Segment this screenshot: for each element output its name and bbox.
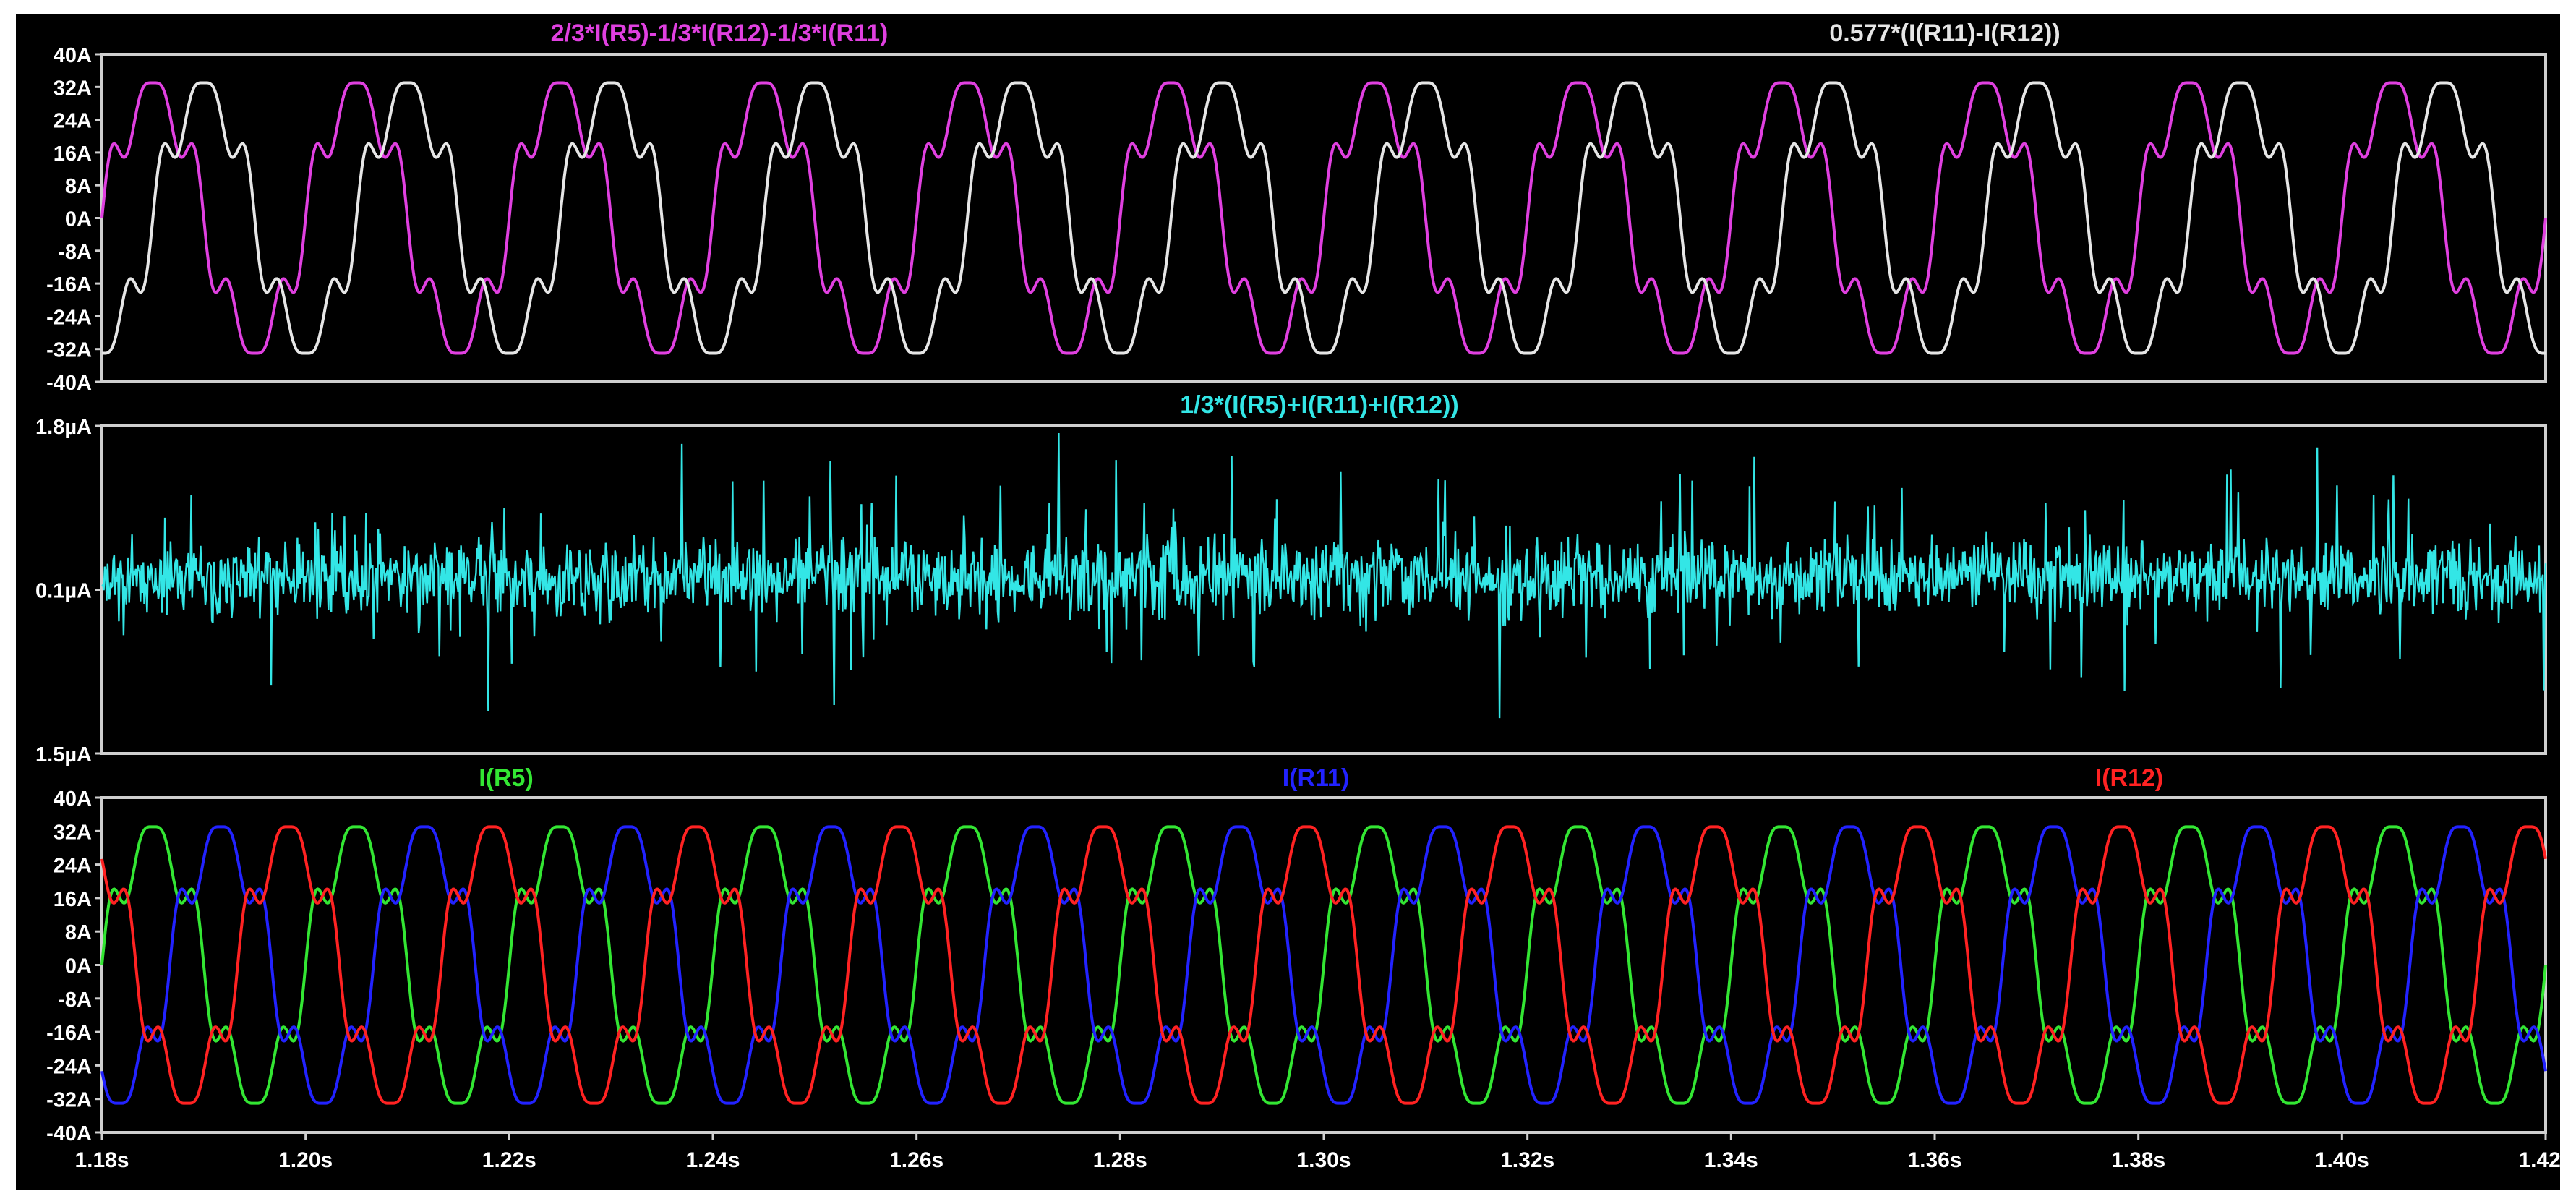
x-tick-label: 1.38s [2111,1148,2165,1172]
y-tick-label: -32A [46,1089,92,1112]
y-tick-label: 0A [65,955,92,978]
y-tick-label: -8A [58,989,92,1012]
legend-series-5: I(R11) [1283,764,1350,792]
y-tick-label: -24A [46,1055,92,1078]
panel-top-y-ticks: 40A 32A 24A 16A 8A 0A -8A -16A -24A -32A -40A [46,44,102,395]
x-tick-label: 1.30s [1296,1148,1351,1172]
y-tick-label: 40A [54,787,92,811]
x-tick-label: 1.22s [482,1148,536,1172]
legend-series-3: 1/3*(I(R5)+I(R11)+I(R12)) [1180,391,1458,419]
x-tick-label: 1.36s [1907,1148,1961,1172]
x-tick-label: 1.24s [685,1148,740,1172]
y-tick-label: 0A [65,208,92,231]
y-tick-label: 16A [54,888,92,911]
panel-bottom: I(R5) I(R11) I(R12) 40A 32A 24A 16A 8A 0A -8A -… [46,764,2572,1172]
x-tick-label: 1.34s [1704,1148,1758,1172]
x-tick-label: 1.20s [278,1148,333,1172]
y-tick-label: 8A [65,921,92,944]
y-tick-label: 32A [54,77,92,100]
y-tick-label: -40A [46,1122,92,1145]
panel-bottom-y-ticks: 40A 32A 24A 16A 8A 0A -8A -16A -24A -32A -40A [46,787,102,1145]
series-line [100,825,2547,1105]
panel-bottom-series [100,825,2547,1105]
y-tick-label: 8A [65,175,92,198]
series-line [101,432,2547,719]
x-tick-label: 1.32s [1500,1148,1554,1172]
y-tick-label: 1.8µA [35,416,92,439]
legend-series-2: 0.577*(I(R11)-I(R12)) [1829,20,2060,47]
y-tick-label: 1.5µA [35,743,92,767]
panel-middle: 1/3*(I(R5)+I(R11)+I(R12)) 1.8µA 0.1µA 1.5µ… [35,391,2547,767]
x-tick-label: 1.28s [1093,1148,1147,1172]
panel-middle-series [101,432,2547,719]
y-tick-label: 40A [54,44,92,67]
y-tick-label: 32A [54,821,92,844]
y-tick-label: -24A [46,306,92,329]
y-tick-label: 24A [54,110,92,133]
series-line [100,81,2547,355]
series-line [100,825,2547,1105]
y-tick-label: -40A [46,372,92,395]
legend-series-6: I(R12) [2095,764,2163,792]
y-tick-label: -8A [58,241,92,264]
y-tick-label: -32A [46,339,92,362]
series-line [100,825,2547,1105]
x-tick-label: 1.26s [889,1148,943,1172]
y-tick-label: 16A [54,142,92,166]
legend-series-4: I(R5) [479,764,534,792]
x-axis-ticks: 1.18s 1.20s 1.22s 1.24s 1.26s 1.28s 1.30s 1.32s… [74,1132,2573,1172]
x-tick-label: 1.40s [2315,1148,2369,1172]
y-tick-label: -16A [46,1022,92,1045]
series-line [102,81,2546,355]
y-tick-label: 0.1µA [35,580,92,603]
y-tick-label: -16A [46,273,92,296]
x-tick-label: 1.18s [74,1148,129,1172]
x-tick-label: 1.42s [2518,1148,2572,1172]
panel-middle-y-ticks: 1.8µA 0.1µA 1.5µA [35,416,102,767]
y-tick-label: 24A [54,855,92,878]
legend-series-1: 2/3*I(R5)-1/3*I(R12)-1/3*I(R11) [551,20,889,47]
panel-top-series [100,81,2547,355]
panel-top: 2/3*I(R5)-1/3*I(R12)-1/3*I(R11) 0.577*(I… [46,20,2547,395]
